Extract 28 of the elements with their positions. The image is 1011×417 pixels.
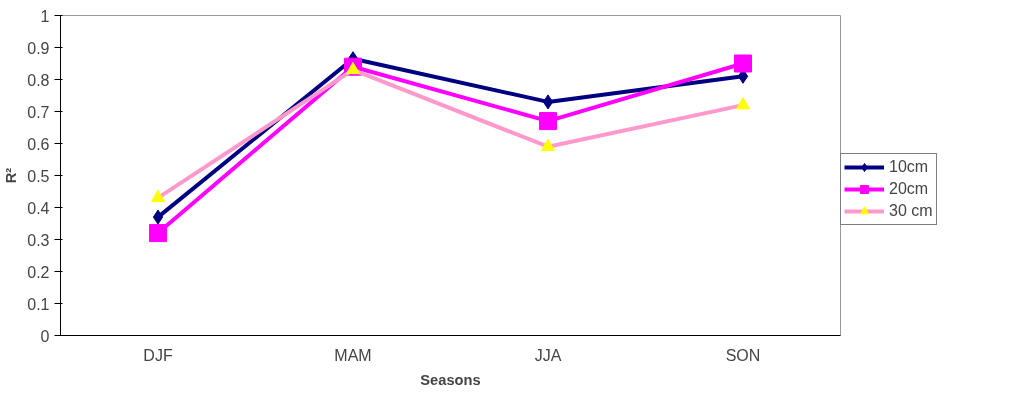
y-tick-label: 0.7	[27, 103, 50, 121]
point	[149, 224, 167, 243]
point	[151, 189, 165, 203]
point	[736, 97, 750, 110]
y-tick-label: 0	[40, 327, 50, 345]
y-tick-label: 0.8	[27, 71, 50, 89]
point	[734, 54, 752, 73]
x-tick-label: DJF	[143, 346, 173, 364]
y-tick-label: 0.2	[27, 263, 50, 281]
y-tick-label: 0.4	[27, 199, 50, 217]
y-tick-label: 0.5	[27, 167, 50, 185]
legend-label: 30 cm	[889, 202, 933, 220]
legend-label: 20cm	[889, 180, 929, 198]
y-axis-title: R²	[3, 167, 20, 184]
x-tick-label: MAM	[334, 346, 372, 364]
point	[539, 112, 557, 131]
y-tick-label: 0.1	[27, 295, 50, 313]
point	[541, 138, 555, 151]
x-axis-title: Seasons	[420, 371, 481, 388]
legend-label: 10cm	[889, 158, 929, 176]
y-tick-label: 0.3	[27, 231, 50, 249]
point	[152, 209, 164, 225]
x-tick-label: SON	[725, 346, 761, 364]
y-tick-label: 1	[40, 7, 50, 25]
y-tick-label: 0.6	[27, 135, 50, 153]
x-tick-label: JJA	[534, 346, 562, 364]
point	[542, 94, 554, 110]
y-tick-label: 0.9	[27, 39, 50, 57]
